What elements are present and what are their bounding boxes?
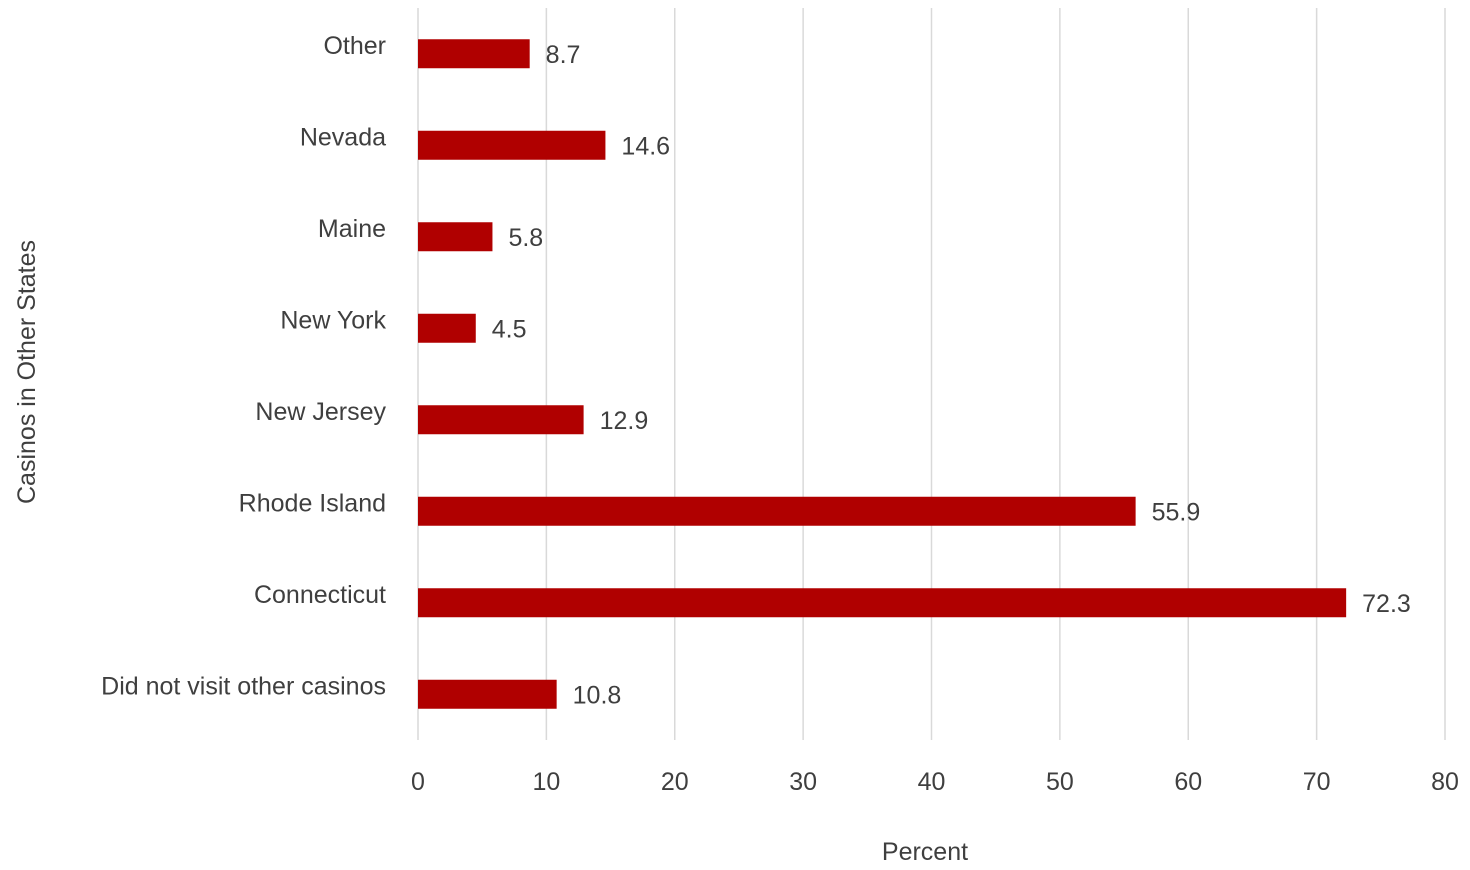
gridlines — [417, 8, 1446, 740]
x-tick-label: 40 — [918, 768, 946, 796]
category-label: New York — [280, 306, 386, 334]
bar — [418, 588, 1347, 618]
category-labels: Did not visit other casinos Connecticut Rh… — [101, 32, 386, 701]
x-tick-label: 20 — [661, 768, 689, 796]
category-label: Nevada — [300, 123, 386, 151]
bar — [418, 679, 557, 709]
bar-value-label: 12.9 — [600, 407, 649, 435]
category-label: Rhode Island — [239, 489, 386, 517]
category-label: Maine — [318, 215, 386, 243]
x-tick-label: 50 — [1046, 768, 1074, 796]
bar-value-label: 55.9 — [1152, 498, 1201, 526]
category-label: Connecticut — [254, 581, 386, 609]
bar — [418, 222, 493, 252]
bar — [418, 313, 476, 343]
bar — [418, 496, 1136, 526]
x-tick-label: 80 — [1431, 768, 1459, 796]
category-label: Other — [323, 32, 386, 60]
x-tick-label: 70 — [1303, 768, 1331, 796]
bar-value-label: 4.5 — [492, 315, 527, 343]
y-axis-title: Casinos in Other States — [13, 240, 41, 504]
bars — [418, 39, 1347, 709]
x-axis-title: Percent — [882, 838, 968, 865]
bar-value-label: 72.3 — [1362, 590, 1411, 618]
category-label: New Jersey — [255, 398, 386, 426]
x-tick-label: 60 — [1174, 768, 1202, 796]
bar — [418, 39, 530, 69]
data-labels: 10.8 72.3 55.9 12.9 4.5 5.8 14.6 8.7 — [492, 41, 1411, 710]
category-label: Did not visit other casinos — [101, 672, 386, 700]
x-tick-label: 0 — [411, 768, 425, 796]
bar — [418, 130, 606, 160]
bar-value-label: 14.6 — [621, 132, 670, 160]
x-tick-label: 30 — [789, 768, 817, 796]
bar-value-label: 8.7 — [546, 41, 581, 69]
bar-value-label: 10.8 — [573, 681, 622, 709]
bar-value-label: 5.8 — [508, 224, 543, 252]
x-tick-label: 10 — [532, 768, 560, 796]
bar — [418, 405, 584, 435]
x-tick-labels: 0 10 20 30 40 50 60 70 80 — [411, 768, 1459, 796]
